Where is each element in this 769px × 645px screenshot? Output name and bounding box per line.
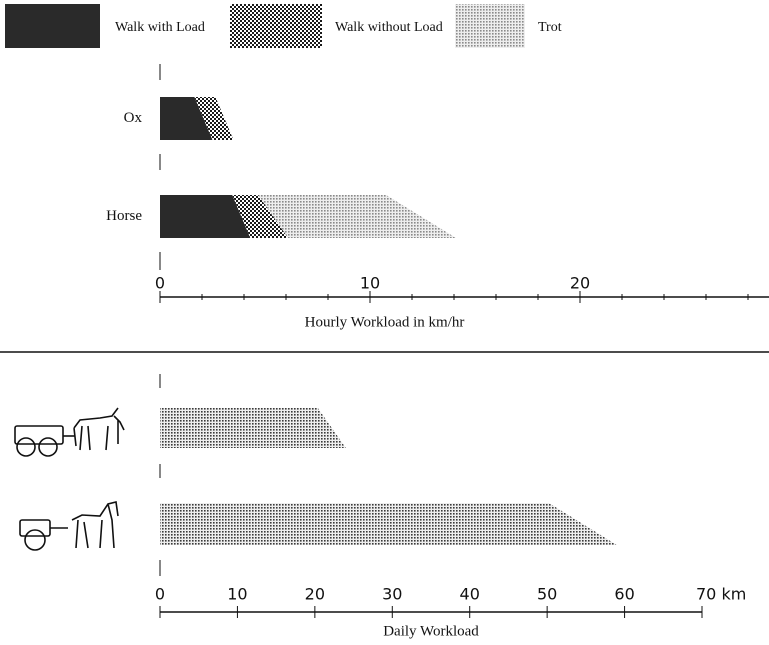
legend-label: Trot — [538, 20, 562, 35]
x-tick-label: 10 — [360, 274, 380, 293]
y-tick-label: Ox — [124, 110, 143, 126]
x-axis-label: Daily Workload — [383, 623, 479, 639]
legend-swatch — [5, 4, 100, 48]
x-tick-label: 0 — [155, 585, 165, 604]
x-tick-label: 20 — [570, 274, 590, 293]
bar-segment — [160, 97, 213, 140]
bar — [160, 408, 346, 448]
x-tick-label: 60 — [614, 585, 634, 604]
x-tick-label: 50 — [537, 585, 557, 604]
x-tick-label: 70 km — [696, 585, 746, 604]
horse-cart-icon — [19, 501, 119, 551]
legend-label: Walk with Load — [115, 20, 205, 35]
legend-swatch — [455, 4, 525, 48]
bar-segment — [194, 97, 234, 140]
x-tick-label: 30 — [382, 585, 402, 604]
ox-cart-icon — [14, 407, 125, 457]
x-tick-label: 10 — [227, 585, 247, 604]
y-tick-label: Horse — [106, 208, 142, 224]
legend-swatch — [230, 4, 322, 48]
bar-segment — [160, 195, 251, 238]
x-tick-label: 40 — [460, 585, 480, 604]
x-tick-label: 20 — [305, 585, 325, 604]
x-tick-label: 0 — [155, 274, 165, 293]
bar-segment — [258, 195, 457, 238]
x-axis-label: Hourly Workload in km/hr — [305, 314, 465, 330]
legend-label: Walk without Load — [335, 20, 443, 35]
bar — [160, 503, 617, 545]
